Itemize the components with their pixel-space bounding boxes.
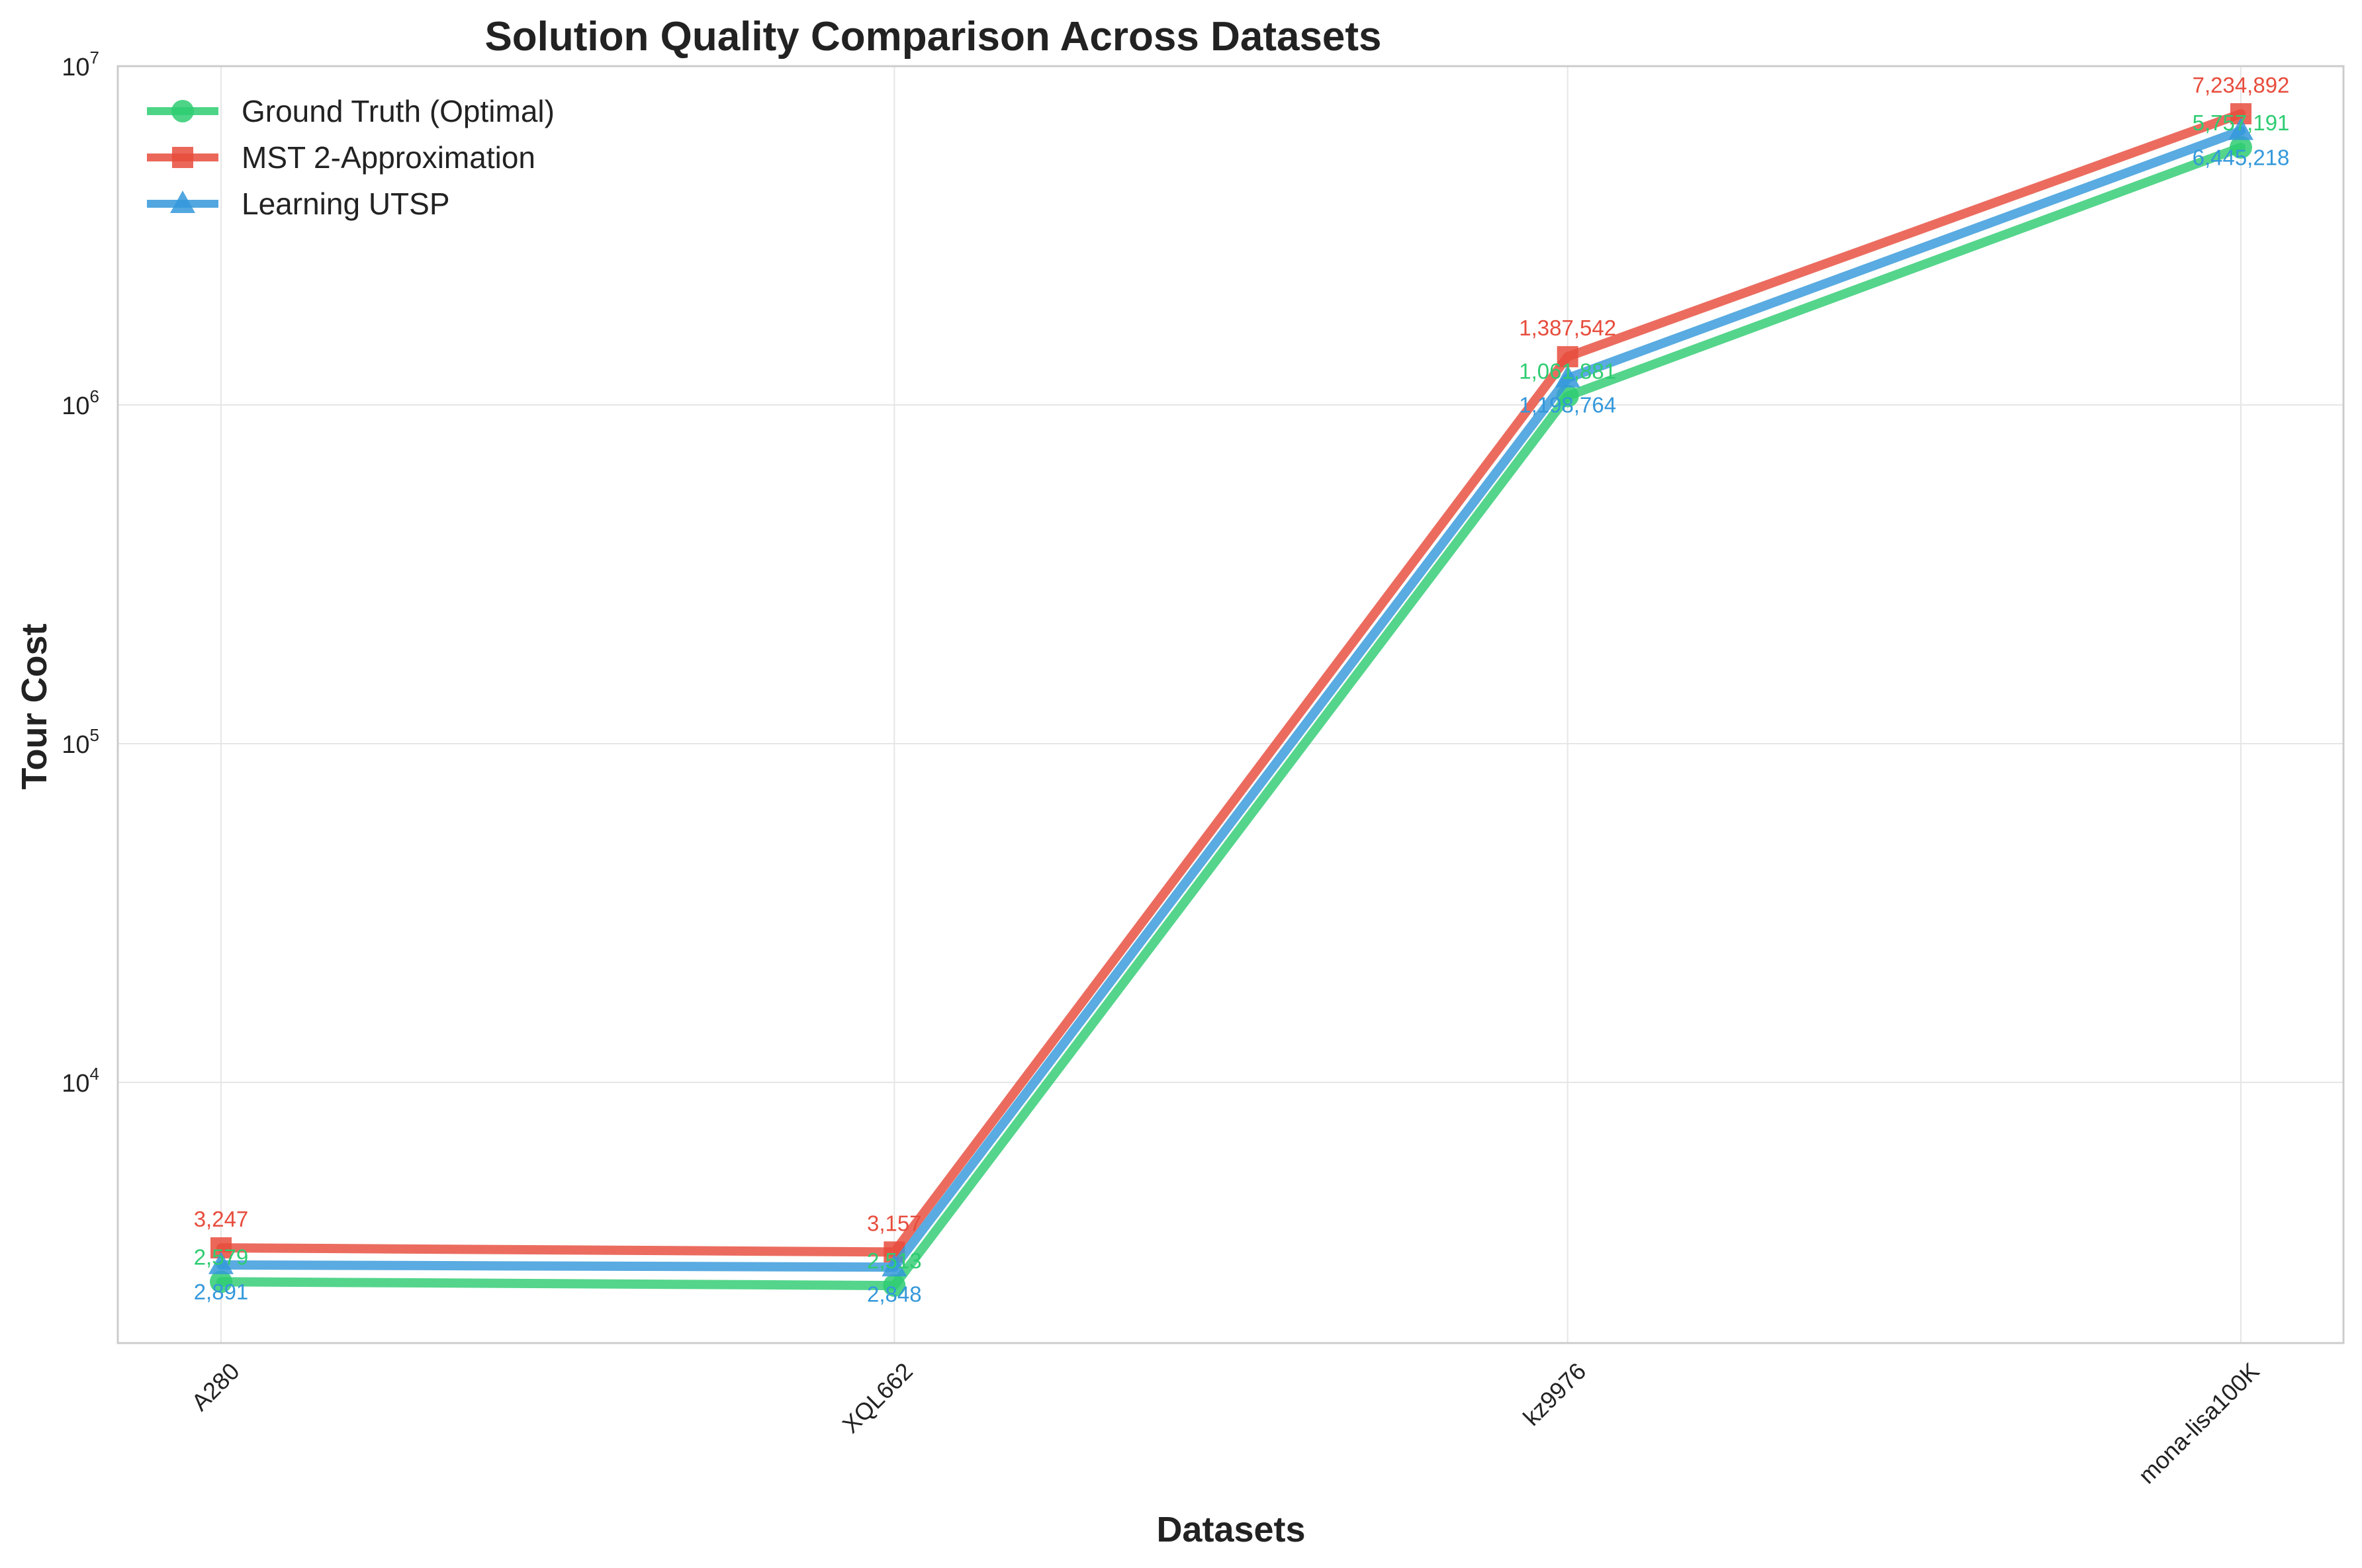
marker-triangle xyxy=(170,191,195,213)
data-label: 2,848 xyxy=(867,1282,922,1306)
series-2 xyxy=(208,117,2253,1277)
marker-triangle xyxy=(2228,117,2253,140)
series-1 xyxy=(210,103,2251,1263)
marker-triangle xyxy=(882,1254,907,1277)
legend-label: MST 2-Approximation xyxy=(242,140,535,175)
x-axis-label: Datasets xyxy=(1156,1510,1305,1549)
x-tick-label: XQL662 xyxy=(837,1358,918,1438)
legend-entry: Learning UTSP xyxy=(147,187,450,221)
legend-label: Learning UTSP xyxy=(242,187,450,221)
series-line xyxy=(216,126,2246,1272)
y-tick-label: 106 xyxy=(62,386,99,420)
series-layer xyxy=(208,103,2253,1297)
plot-frame xyxy=(116,65,2345,1344)
y-tick-label: 104 xyxy=(62,1064,99,1098)
marker-circle xyxy=(210,1270,232,1293)
data-label: 3,247 xyxy=(194,1207,249,1231)
series-line xyxy=(216,142,2246,1291)
legend-entry: MST 2-Approximation xyxy=(147,140,535,175)
data-label: 3,157 xyxy=(867,1211,922,1235)
y-axis-ticks: 104 105 106 107 xyxy=(62,48,99,1098)
marker-triangle xyxy=(208,1251,234,1274)
data-label: 7,234,892 xyxy=(2193,73,2290,97)
series-line xyxy=(216,109,2246,1257)
x-tick-label: A280 xyxy=(186,1358,244,1416)
grid xyxy=(118,66,2343,1343)
marker-circle xyxy=(883,1274,906,1297)
data-label: 1,061,881 xyxy=(1519,359,1616,384)
x-axis-ticks: A280 XQL662 kz9976 mona-lisa100K xyxy=(186,1358,2264,1489)
y-tick-label: 107 xyxy=(62,48,99,81)
x-tick-label: mona-lisa100K xyxy=(2133,1358,2265,1489)
data-label: 1,387,542 xyxy=(1519,316,1616,340)
chart-title: Solution Quality Comparison Across Datas… xyxy=(484,14,1381,60)
legend-entry: Ground Truth (Optimal) xyxy=(147,94,555,128)
marker-square xyxy=(172,147,193,168)
data-label: 5,757,191 xyxy=(2193,110,2290,135)
y-tick-label: 105 xyxy=(62,725,99,759)
legend: Ground Truth (Optimal) MST 2-Approximatio… xyxy=(147,94,555,221)
data-label: 2,579 xyxy=(194,1244,249,1269)
x-tick-label: kz9976 xyxy=(1518,1358,1591,1431)
data-label: 6,445,218 xyxy=(2193,146,2290,170)
marker-circle xyxy=(171,100,194,122)
marker-square xyxy=(1557,346,1578,368)
data-label: 2,891 xyxy=(194,1280,249,1304)
y-axis-label: Tour Cost xyxy=(15,624,54,790)
data-labels: 2,579 2,513 1,061,881 5,757,191 3,247 3,157 1,… xyxy=(194,73,2290,1306)
series-0 xyxy=(210,136,2252,1297)
legend-label: Ground Truth (Optimal) xyxy=(242,94,555,128)
marker-triangle xyxy=(1555,365,1580,388)
marker-circle xyxy=(2230,136,2252,159)
data-label: 1,198,764 xyxy=(1519,393,1616,417)
data-label: 2,513 xyxy=(867,1248,922,1273)
